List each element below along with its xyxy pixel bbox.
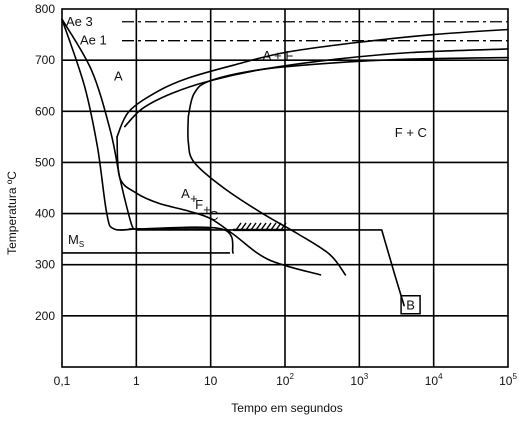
hatch-mark: [260, 222, 267, 231]
y-tick-label: 300: [35, 258, 55, 272]
hatch-mark: [245, 222, 252, 231]
curve-path: [116, 136, 322, 276]
curve-path: [187, 115, 347, 276]
hatch-mark: [240, 222, 247, 231]
x-tick-label: 105: [499, 372, 517, 388]
annotation-part: F: [195, 197, 203, 212]
curves: [61, 18, 509, 307]
y-tick-label: 800: [35, 2, 55, 16]
ref-line-label: Ae 1: [80, 33, 107, 48]
x-tick-label: 0,1: [54, 374, 71, 388]
y-tick-label: 500: [35, 155, 55, 169]
annotation-label: A +F +C: [181, 186, 218, 223]
annotation-label: A: [114, 69, 123, 84]
y-tick-label: 400: [35, 207, 55, 221]
x-tick-label: 1: [133, 374, 140, 388]
y-axis-title: Temperatura ºC: [5, 171, 19, 255]
annotation-label: B: [406, 298, 415, 313]
b-box: [400, 294, 421, 315]
x-tick-label: 102: [276, 372, 294, 388]
curve-path: [135, 229, 405, 307]
x-ticks: 0,1 1 10 102 103 104 105: [54, 372, 518, 388]
grid: [61, 8, 509, 368]
annotations: AA + FF + CA +F +CB: [114, 48, 427, 315]
x-tick-label: 104: [425, 372, 443, 388]
annotation-part: A: [181, 186, 190, 201]
hatch-mark: [265, 222, 272, 231]
annotation-part: C: [209, 208, 218, 223]
y-tick-label: 200: [35, 309, 55, 323]
hatch-mark: [235, 222, 242, 231]
ms-label: MS: [68, 232, 84, 249]
hatch-mark: [250, 222, 257, 231]
ref-line-label: Ae 3: [66, 14, 93, 29]
annotation-label: F + C: [395, 125, 427, 140]
reference-lines: Ae 3 Ae 1 MS: [62, 14, 508, 254]
y-ticks: 200 300 400 500 600 700 800: [35, 2, 55, 323]
curve-path: [187, 56, 509, 118]
curve-path: [116, 28, 509, 138]
x-axis-title: Tempo em segundos: [231, 401, 342, 415]
hatch-mark: [255, 222, 262, 231]
annotation-part: +: [203, 202, 211, 217]
annotation-part: +: [190, 191, 198, 206]
curve-path: [61, 18, 234, 254]
hatch-mark: [280, 222, 287, 231]
y-tick-label: 600: [35, 104, 55, 118]
hatch-mark: [270, 222, 277, 231]
annotation-label: A + F: [263, 48, 294, 63]
hatch-mark: [275, 222, 282, 231]
y-tick-label: 700: [35, 53, 55, 67]
x-tick-label: 10: [204, 374, 218, 388]
x-tick-label: 103: [350, 372, 368, 388]
